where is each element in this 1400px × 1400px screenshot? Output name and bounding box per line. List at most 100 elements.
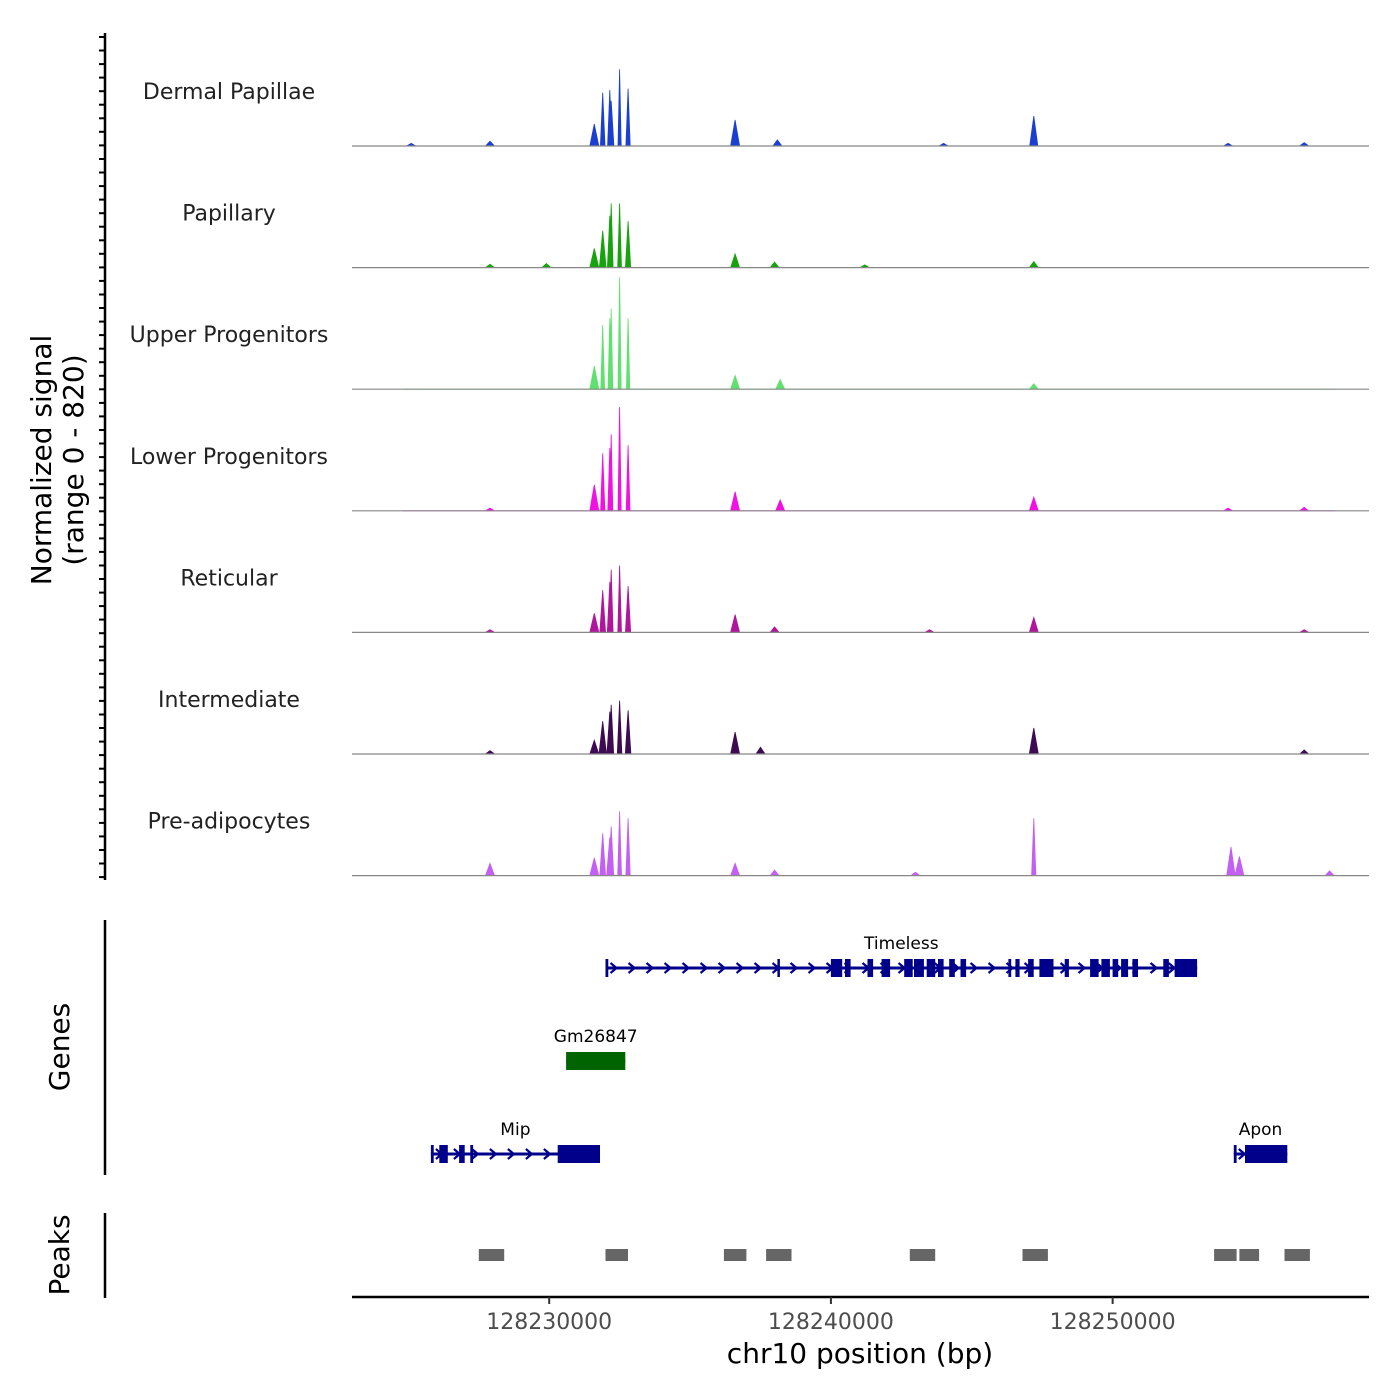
peak-region [909, 1249, 936, 1261]
peak-region [478, 1249, 505, 1261]
gene-exon [914, 959, 924, 977]
gene-exon [960, 959, 967, 977]
strand-arrow [507, 1148, 516, 1160]
gene-exon [1039, 959, 1054, 977]
strand-arrow [489, 1148, 498, 1160]
gene-exon [1233, 1145, 1237, 1163]
strand-arrow [645, 962, 655, 974]
gene-exon [470, 1145, 474, 1163]
track-label: Papillary [182, 202, 276, 227]
track-label: Reticular [180, 566, 278, 591]
peaks-panel: Peaks [43, 1213, 1310, 1298]
strand-arrow [663, 962, 673, 974]
track-reticular: Reticular [180, 565, 1369, 634]
gene-exon [566, 1052, 626, 1070]
gene-exon [845, 959, 851, 977]
strand-arrow [753, 962, 763, 974]
gene-exon [867, 959, 874, 977]
peak-region [1022, 1249, 1048, 1261]
strand-arrow [1167, 962, 1177, 974]
gene-label: Apon [1239, 1120, 1283, 1140]
gene-mip: Mip [430, 1120, 600, 1163]
strand-arrow [627, 962, 637, 974]
signal-y-ticks [99, 36, 105, 879]
gene-exon [1112, 959, 1119, 977]
strand-arrow [543, 1148, 552, 1160]
coverage-area [402, 565, 1336, 633]
gene-exon [926, 959, 936, 977]
track-dermal-papillae: Dermal Papillae [143, 69, 1369, 147]
track-label: Dermal Papillae [143, 80, 315, 105]
gene-exon [949, 959, 955, 977]
peak-region [723, 1249, 747, 1261]
gene-exon [1064, 959, 1069, 977]
gene-exon [1028, 959, 1034, 977]
gene-apon: Apon [1233, 1120, 1288, 1163]
gene-exon [605, 959, 609, 977]
x-tick-label: 128230000 [486, 1310, 612, 1335]
gene-exon [777, 959, 780, 977]
strand-arrow [609, 962, 619, 974]
strand-arrow [699, 962, 709, 974]
strand-arrow [1238, 1148, 1247, 1160]
coverage-area [402, 406, 1336, 512]
genes-panel: Genes Timeless Gm26847 Mip Apon [43, 920, 1288, 1175]
gene-label: Timeless [863, 934, 939, 954]
x-axis-title: chr10 position (bp) [727, 1337, 993, 1370]
strand-arrow [717, 962, 727, 974]
peak-region [766, 1249, 792, 1261]
gene-exon [459, 1145, 465, 1163]
x-axis: 128230000 128240000 128250000 chr10 positi… [352, 1295, 1369, 1370]
x-tick-label: 128250000 [1050, 1310, 1176, 1335]
track-pre-adipocytes: Pre-adipocytes [148, 810, 1369, 877]
strand-arrow [1077, 962, 1087, 974]
track-label: Intermediate [158, 688, 300, 713]
track-upper-progenitors: Upper Progenitors [130, 277, 1369, 390]
coverage-area [402, 811, 1336, 876]
x-tick-label: 128240000 [768, 1310, 894, 1335]
gene-label: Mip [500, 1120, 530, 1140]
gene-exon [1245, 1145, 1288, 1163]
peaks-axis-title: Peaks [43, 1214, 76, 1295]
gene-timeless: Timeless [605, 934, 1198, 977]
gene-exon [439, 1145, 448, 1163]
coverage-area [402, 700, 1336, 755]
strand-arrow [969, 962, 979, 974]
genes-axis-title: Genes [43, 1003, 76, 1091]
track-label: Lower Progenitors [130, 445, 328, 470]
gene-exon [938, 959, 944, 977]
peak-regions [478, 1249, 1310, 1261]
signal-axis-title-line1: Normalized signal [25, 335, 58, 586]
strand-arrow [987, 962, 997, 974]
gene-exon [1174, 959, 1198, 977]
gene-exon [1101, 959, 1110, 977]
signal-panel: Normalized signal (range 0 - 820) Dermal… [25, 33, 1369, 880]
strand-arrow [807, 962, 817, 974]
peak-region [1239, 1249, 1260, 1261]
peak-region [1214, 1249, 1237, 1261]
x-axis-ticks: 128230000 128240000 128250000 [486, 1297, 1176, 1335]
coverage-area [402, 203, 1336, 268]
peak-region [605, 1249, 628, 1261]
signal-axis-title-line2: (range 0 - 820) [57, 354, 90, 565]
coverage-tracks: Dermal Papillae Papillary Upper Progenitor… [130, 69, 1369, 877]
strand-arrow [525, 1148, 534, 1160]
gene-exon [1121, 959, 1129, 977]
gene-exon [1008, 959, 1012, 977]
gene-exon [1090, 959, 1099, 977]
strand-arrow [789, 962, 799, 974]
strand-arrow [471, 1148, 480, 1160]
strand-arrow [735, 962, 745, 974]
coverage-area [402, 277, 1336, 390]
gene-label: Gm26847 [554, 1027, 638, 1047]
gene-exon [830, 959, 843, 977]
strand-arrow [1149, 962, 1159, 974]
track-label: Pre-adipocytes [148, 810, 311, 835]
gene-exon [1132, 959, 1138, 977]
gene-exon [430, 1145, 434, 1163]
gene-exon [1163, 959, 1169, 977]
coverage-area [402, 69, 1336, 147]
strand-arrow [681, 962, 691, 974]
gene-exon [1015, 959, 1020, 977]
